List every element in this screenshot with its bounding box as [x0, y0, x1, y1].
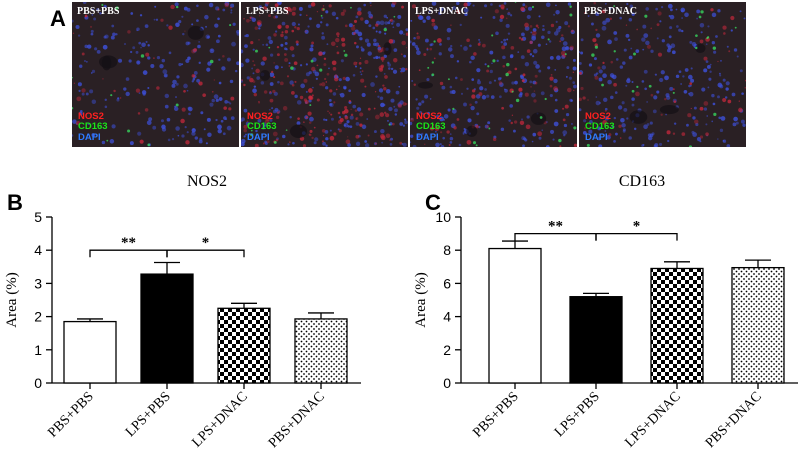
x-tick-label: PBS+DNAC: [266, 389, 328, 451]
significance-label: *: [633, 219, 641, 235]
significance-label: **: [121, 235, 136, 251]
y-tick-label: 2: [443, 342, 451, 358]
significance-bracket: [595, 232, 678, 241]
stain-legend-nos2: NOS2: [78, 110, 104, 122]
significance-bracket: [514, 232, 597, 241]
micrograph-image: [241, 2, 408, 147]
y-tick-label: 6: [443, 275, 451, 291]
bar: [217, 307, 271, 384]
y-axis-label: Area (%): [4, 272, 20, 327]
bar: [731, 266, 785, 384]
chart-title: CD163: [619, 173, 665, 190]
significance-bracket: [89, 249, 168, 258]
stain-legend-cd163: CD163: [585, 121, 615, 132]
x-tick-label: LPS+PBS: [552, 389, 603, 440]
micrograph-3: LPS+DNAC NOS2 CD163 DAPI: [410, 2, 577, 147]
y-tick-label: 5: [34, 209, 42, 225]
y-axis-label: Area (%): [413, 272, 429, 327]
micrograph-1: PBS+PBS NOS2 CD163 DAPI: [72, 2, 239, 147]
y-tick-label: 2: [34, 309, 42, 325]
micrograph-2: LPS+PBS NOS2 CD163 DAPI: [241, 2, 408, 147]
y-tick-label: 1: [34, 342, 42, 358]
stain-legend-nos2: NOS2: [247, 110, 273, 122]
bar: [650, 267, 704, 384]
x-tick-label: PBS+DNAC: [703, 389, 765, 451]
bar: [569, 296, 623, 384]
x-tick-label: PBS+PBS: [45, 389, 96, 440]
y-tick-label: 8: [443, 242, 451, 258]
stain-legend-dapi: DAPI: [247, 131, 270, 143]
bar: [63, 320, 117, 384]
chart-title: NOS2: [187, 173, 227, 190]
stain-legend-dapi: DAPI: [416, 131, 439, 143]
micrograph-4: PBS+DNAC NOS2 CD163 DAPI: [579, 2, 746, 147]
stain-legend: NOS2 CD163 DAPI: [247, 110, 277, 144]
stain-legend-cd163: CD163: [416, 121, 446, 132]
stain-legend-nos2: NOS2: [585, 110, 611, 122]
y-tick-label: 0: [34, 375, 42, 391]
significance-label: **: [548, 219, 563, 235]
significance-label: *: [202, 235, 210, 251]
bar: [140, 273, 194, 384]
stain-legend-cd163: CD163: [247, 121, 277, 132]
y-tick-label: 4: [443, 309, 451, 325]
micrograph-image: [579, 2, 746, 147]
y-tick-label: 3: [34, 275, 42, 291]
stain-legend-cd163: CD163: [78, 121, 108, 132]
micrograph-title: LPS+PBS: [246, 6, 289, 17]
x-tick-label: LPS+PBS: [123, 389, 174, 440]
panel-label-c: C: [425, 190, 441, 215]
micrograph-title: LPS+DNAC: [415, 6, 468, 17]
bar: [294, 318, 348, 384]
stain-legend-nos2: NOS2: [416, 110, 442, 122]
x-tick-label: LPS+DNAC: [190, 389, 251, 450]
stain-legend: NOS2 CD163 DAPI: [585, 110, 615, 144]
stain-legend-dapi: DAPI: [585, 131, 608, 143]
x-tick-label: PBS+PBS: [470, 389, 521, 440]
micrograph-image: [72, 2, 239, 147]
y-tick-label: 10: [435, 209, 451, 225]
x-tick-label: LPS+DNAC: [623, 389, 684, 450]
micrograph-image: [410, 2, 577, 147]
nos2-bar-chart: NOS2 0 1 2 3 4 5 Area (%) PBS+PBS LPS+PBS LPS+DNAC…: [4, 173, 361, 451]
y-tick-label: 0: [443, 375, 451, 391]
y-tick-label: 4: [34, 242, 42, 258]
micrograph-title: PBS+PBS: [77, 6, 120, 17]
panel-label-a: A: [50, 6, 66, 31]
panel-label-b: B: [7, 190, 23, 215]
bar: [488, 247, 542, 384]
stain-legend: NOS2 CD163 DAPI: [78, 110, 108, 144]
cd163-bar-chart: CD163 0 2 4 6 8 10 Area (%) PBS+PBS LPS+PBS LPS+DN…: [413, 173, 798, 451]
significance-bracket: [166, 249, 245, 258]
stain-legend: NOS2 CD163 DAPI: [416, 110, 446, 144]
micrograph-title: PBS+DNAC: [584, 6, 637, 17]
stain-legend-dapi: DAPI: [78, 131, 101, 143]
